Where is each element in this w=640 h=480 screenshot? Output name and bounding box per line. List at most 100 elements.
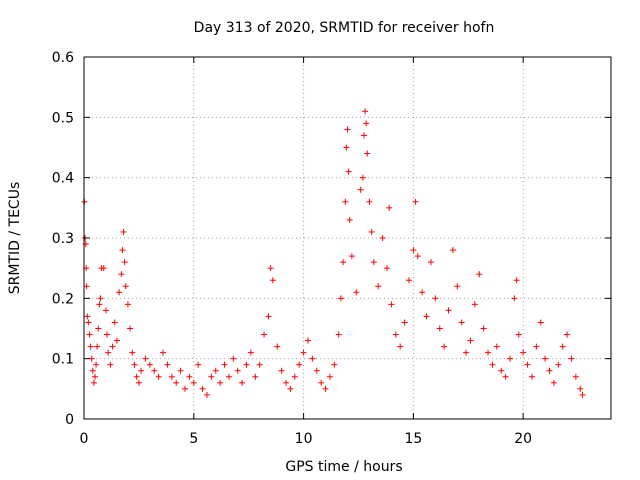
data-point xyxy=(296,361,303,368)
data-point xyxy=(104,331,111,338)
y-tick-label: 0.6 xyxy=(52,50,74,66)
x-tick-label: 10 xyxy=(295,431,313,447)
data-point xyxy=(513,277,520,284)
data-point xyxy=(568,355,575,362)
data-point xyxy=(322,385,329,392)
data-point xyxy=(379,235,386,241)
data-point xyxy=(397,343,404,350)
data-point xyxy=(427,259,434,266)
data-point xyxy=(97,295,104,302)
data-point xyxy=(283,379,290,386)
data-point xyxy=(346,216,353,223)
data-point xyxy=(119,247,126,254)
data-point xyxy=(107,361,114,368)
data-point xyxy=(485,349,492,356)
data-point xyxy=(86,331,93,338)
data-point xyxy=(392,331,399,338)
data-point xyxy=(533,343,540,350)
data-point xyxy=(85,319,92,326)
data-point xyxy=(537,319,544,326)
data-point xyxy=(343,144,350,151)
x-tick-labels: 0 5 10 15 20 xyxy=(80,431,533,447)
data-point xyxy=(405,277,412,284)
data-point xyxy=(247,349,254,356)
data-point xyxy=(142,355,149,362)
data-point xyxy=(267,265,274,272)
data-point xyxy=(173,379,180,386)
y-tick-labels: 0 0.1 0.2 0.3 0.4 0.5 0.6 xyxy=(52,50,74,428)
data-point xyxy=(212,367,219,374)
data-point xyxy=(362,108,369,115)
data-point xyxy=(515,331,522,338)
data-point xyxy=(208,373,215,380)
data-point xyxy=(151,367,158,374)
data-point xyxy=(124,301,131,308)
data-point xyxy=(121,259,128,266)
data-point xyxy=(506,355,513,362)
data-point xyxy=(364,150,371,157)
data-point xyxy=(146,361,153,368)
data-point xyxy=(243,361,250,368)
data-point xyxy=(304,337,311,344)
data-point xyxy=(186,373,193,380)
data-point xyxy=(363,120,370,127)
chart-title: Day 313 of 2020, SRMTID for receiver hof… xyxy=(194,20,495,36)
data-point xyxy=(225,373,232,380)
data-point xyxy=(366,198,373,205)
data-point xyxy=(217,379,224,386)
data-points xyxy=(81,108,586,398)
data-point xyxy=(182,385,189,392)
x-axis-title: GPS time / hours xyxy=(285,459,402,475)
data-point xyxy=(261,331,268,338)
data-point xyxy=(432,295,439,302)
data-point xyxy=(135,379,142,386)
data-point xyxy=(384,265,391,272)
data-point xyxy=(445,307,452,314)
data-point xyxy=(449,247,456,254)
data-point xyxy=(287,385,294,392)
x-tick-label: 15 xyxy=(404,431,422,447)
data-point xyxy=(274,343,281,350)
data-point xyxy=(90,379,97,386)
data-point xyxy=(138,367,145,374)
data-point xyxy=(579,391,586,398)
data-point xyxy=(168,373,175,380)
data-point xyxy=(498,367,505,374)
data-point xyxy=(348,253,355,260)
data-point xyxy=(520,349,527,356)
data-point xyxy=(164,361,171,368)
y-tick-label: 0.4 xyxy=(52,171,74,187)
data-point xyxy=(177,367,184,374)
data-point xyxy=(96,301,103,308)
data-point xyxy=(269,277,276,284)
data-point xyxy=(401,319,408,326)
y-tick-label: 0 xyxy=(65,412,74,428)
data-point xyxy=(480,325,487,332)
data-point xyxy=(291,373,298,380)
data-point xyxy=(546,367,553,374)
data-point xyxy=(89,367,96,374)
data-point xyxy=(318,379,325,386)
data-point xyxy=(118,271,125,278)
data-point xyxy=(493,343,500,350)
data-point xyxy=(199,385,206,392)
data-point xyxy=(353,289,360,296)
data-point xyxy=(441,343,448,350)
data-point xyxy=(84,313,91,320)
data-point xyxy=(111,319,118,326)
data-point xyxy=(564,331,571,338)
y-tick-label: 0.2 xyxy=(52,291,74,307)
data-point xyxy=(340,259,347,266)
data-point xyxy=(94,343,101,350)
data-point xyxy=(419,289,426,296)
data-point xyxy=(87,343,94,350)
data-point xyxy=(502,373,509,380)
data-point xyxy=(524,361,531,368)
data-point xyxy=(423,313,430,320)
y-tick-label: 0.1 xyxy=(52,352,74,368)
data-point xyxy=(265,313,272,320)
data-point xyxy=(230,355,237,362)
data-point xyxy=(313,367,320,374)
